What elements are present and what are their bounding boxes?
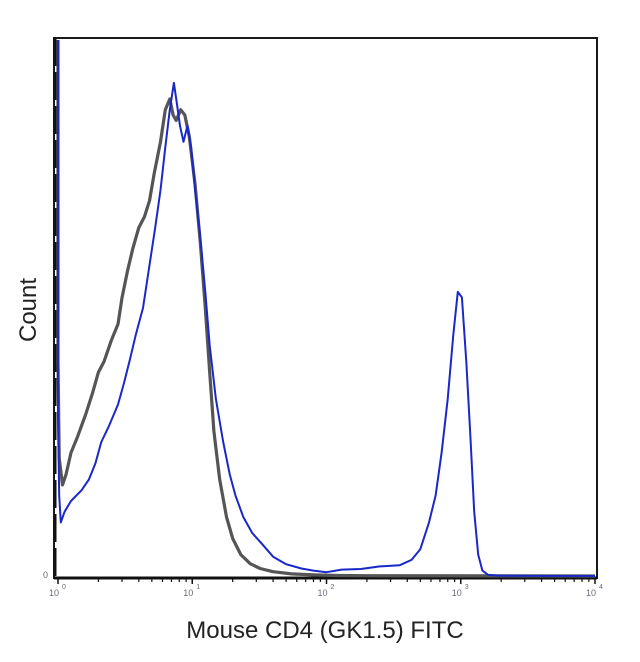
y-axis-title: Count [15, 278, 42, 342]
x-tick-exponent: 0 [62, 584, 66, 591]
x-tick-label: 10 [183, 588, 193, 598]
x-axis-title: Mouse CD4 (GK1.5) FITC [186, 617, 463, 644]
y-tick-label: 0 [43, 570, 48, 580]
x-tick-exponent: 3 [465, 584, 469, 591]
series-line-control [56, 40, 596, 578]
y-ticks: 0 [43, 570, 48, 580]
x-tick-exponent: 2 [331, 584, 335, 591]
x-tick-exponent: 1 [196, 584, 200, 591]
x-tick-label: 10 [317, 588, 327, 598]
x-tick-label: 10 [586, 588, 596, 598]
x-tick-label: 10 [452, 588, 462, 598]
x-tick-label: 10 [49, 588, 59, 598]
x-tick-exponent: 4 [599, 584, 603, 591]
series-line-gk1-5-stained [57, 40, 596, 577]
plot-frame [53, 37, 598, 579]
series-layer [56, 40, 596, 578]
